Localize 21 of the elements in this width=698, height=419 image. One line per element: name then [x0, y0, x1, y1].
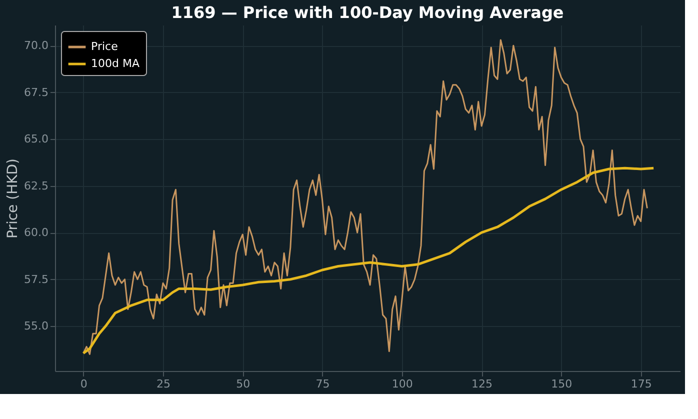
x-tick-label: 175: [630, 378, 652, 390]
y-tick-label: 60.0: [24, 226, 48, 240]
y-axis-title: Price (HKD): [5, 158, 22, 239]
x-tick-label: 150: [551, 378, 572, 390]
legend-label: Price: [91, 40, 118, 53]
legend-label: 100d MA: [91, 57, 140, 70]
x-tick-label: 50: [236, 378, 250, 390]
y-tick-label: 67.5: [24, 86, 48, 99]
x-tick-label: 25: [156, 378, 170, 390]
y-tick-label: 70.0: [24, 39, 48, 52]
x-tick-label: 75: [316, 378, 330, 390]
y-tick-label: 57.5: [24, 272, 48, 286]
x-tick-label: 100: [392, 378, 413, 390]
y-tick-label: 65.0: [24, 132, 48, 146]
x-tick-label: 0: [80, 378, 88, 390]
y-tick-label: 62.5: [24, 179, 48, 192]
line-series: [82, 166, 655, 354]
y-tick-label: 55.0: [24, 320, 48, 333]
line-series: [82, 39, 648, 355]
x-tick-label: 125: [472, 378, 493, 390]
chart-title: 1169 — Price with 100-Day Moving Average: [171, 3, 564, 22]
